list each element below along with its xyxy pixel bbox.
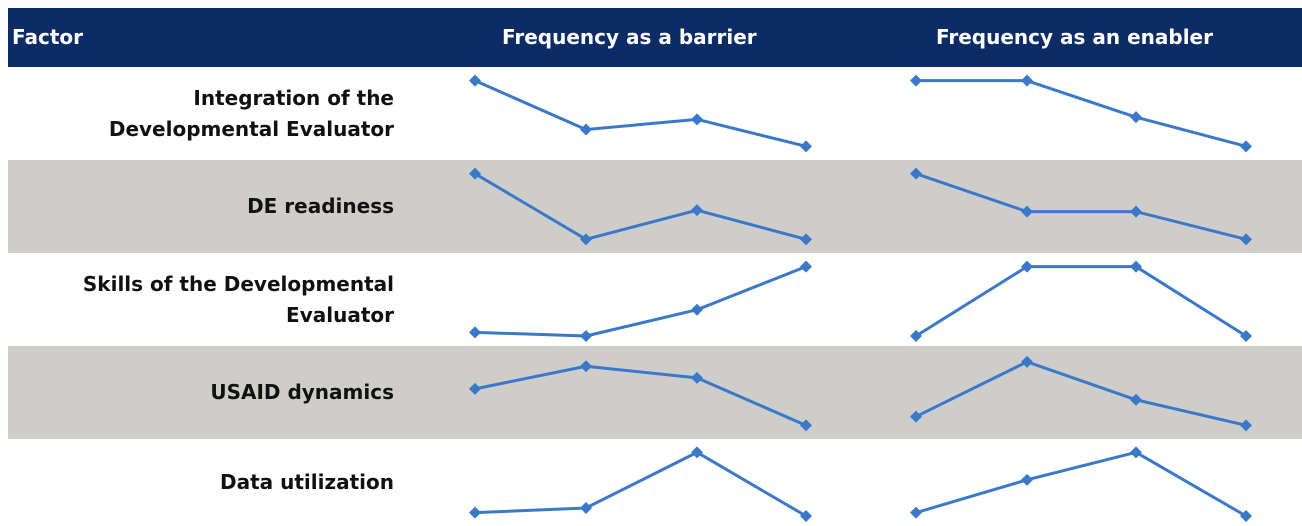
- header-barrier: Frequency as a barrier: [502, 25, 757, 49]
- factor-label: Data utilization: [219, 470, 394, 494]
- factor-label: Integration of the Developmental Evaluat…: [108, 85, 394, 141]
- table-row: Data utilization: [8, 439, 1302, 526]
- header-factor: Factor: [12, 25, 84, 49]
- table-row: Integration of the Developmental Evaluat…: [8, 67, 1302, 160]
- table-row: DE readiness: [8, 160, 1302, 253]
- factor-frequency-table: Factor Frequency as a barrier Frequency …: [8, 8, 1302, 526]
- factor-label: USAID dynamics: [210, 380, 394, 404]
- table-row: USAID dynamics: [8, 346, 1302, 439]
- factor-label: Skills of the Developmental Evaluator: [82, 271, 394, 327]
- factor-label: DE readiness: [247, 194, 394, 218]
- header-enabler: Frequency as an enabler: [936, 25, 1213, 49]
- table-header: Factor Frequency as a barrier Frequency …: [8, 8, 1302, 67]
- table-row: Skills of the Developmental Evaluator: [8, 253, 1302, 346]
